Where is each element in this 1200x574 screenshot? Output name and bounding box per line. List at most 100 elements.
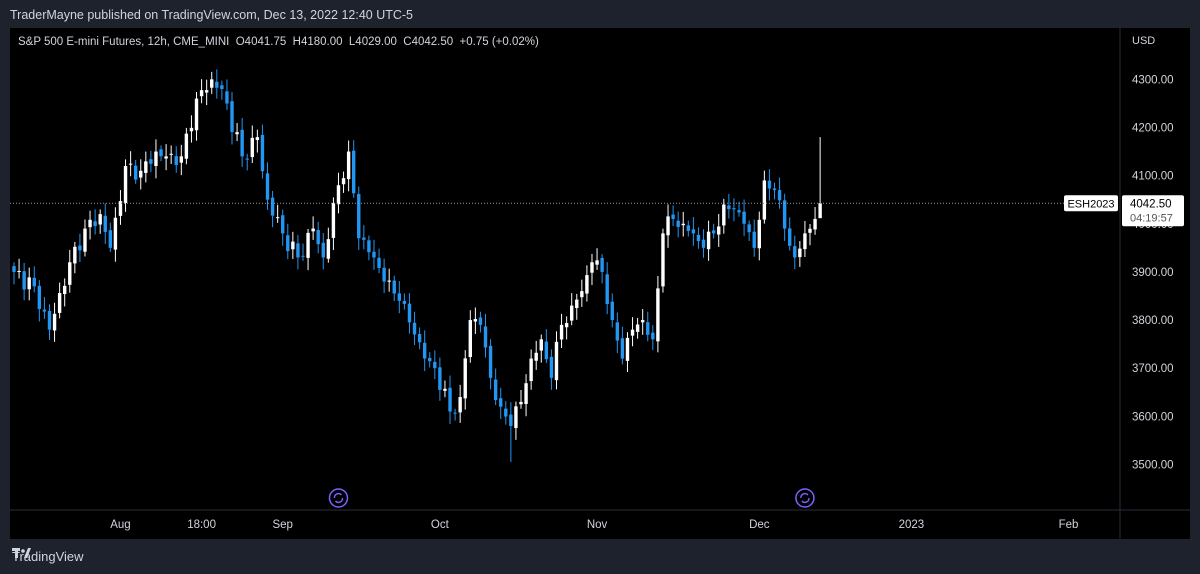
candle-body xyxy=(382,267,386,282)
candle-body xyxy=(402,300,407,304)
candle-body xyxy=(169,153,173,155)
candle-body xyxy=(762,180,767,220)
candle-body xyxy=(737,210,741,213)
candle-body xyxy=(483,326,488,348)
candle-body xyxy=(711,230,716,234)
candle-body xyxy=(93,221,97,227)
bar-countdown: 04:19:57 xyxy=(1130,212,1173,224)
candle-body xyxy=(529,358,533,382)
candle-body xyxy=(32,277,36,287)
candle-body xyxy=(504,408,508,417)
candle-body xyxy=(301,255,305,257)
candle-body xyxy=(519,401,523,405)
chart-pane[interactable]: USD4300.004200.004100.004000.003900.0038… xyxy=(10,28,1190,539)
y-tick-label: 4300.00 xyxy=(1132,74,1174,86)
candle-body xyxy=(615,322,620,341)
candle-body xyxy=(357,194,361,239)
candle-body xyxy=(27,277,31,290)
candle-body xyxy=(671,214,675,219)
candle-body xyxy=(210,79,214,88)
candle-body xyxy=(808,228,812,233)
published-header: TraderMayne published on TradingView.com… xyxy=(10,8,414,22)
candle-body xyxy=(387,280,391,282)
candle-body xyxy=(514,406,518,428)
candle-body xyxy=(590,262,594,273)
candlestick-chart[interactable]: USD4300.004200.004100.004000.003900.0038… xyxy=(10,28,1190,539)
event-marker-arrow xyxy=(334,497,344,504)
candle-body xyxy=(646,322,650,335)
event-marker-arrow xyxy=(800,492,809,499)
candle-body xyxy=(108,230,113,248)
candle-body xyxy=(686,225,691,231)
candle-body xyxy=(113,217,118,250)
x-tick-label: 18:00 xyxy=(187,519,216,531)
candle-body xyxy=(767,180,772,189)
candle-body xyxy=(240,129,244,157)
symbol-price-tag xyxy=(1064,195,1118,212)
candle-body xyxy=(473,318,478,322)
candle-body xyxy=(326,239,331,259)
candle-body xyxy=(651,332,655,340)
candle-body xyxy=(701,239,706,248)
candle-body xyxy=(570,305,574,321)
candle-body xyxy=(661,233,665,287)
footer-brand: TradingView xyxy=(12,548,84,564)
candle-body xyxy=(270,197,275,216)
candle-body xyxy=(291,241,295,250)
candle-body xyxy=(255,137,260,141)
last-price-value: 4042.50 xyxy=(1130,198,1172,210)
candle-body xyxy=(377,257,381,269)
candle-body xyxy=(306,232,310,258)
candle-body xyxy=(144,161,148,173)
candle-body xyxy=(605,274,609,305)
candle-body xyxy=(275,217,280,219)
candle-body xyxy=(575,299,579,309)
event-marker-icon[interactable] xyxy=(328,488,349,508)
candle-body xyxy=(351,150,356,194)
symbol-tag-label: ESH2023 xyxy=(1067,198,1114,210)
candle-body xyxy=(681,223,685,226)
candle-body xyxy=(772,188,777,191)
candle-body xyxy=(463,358,467,399)
candle-body xyxy=(22,271,26,290)
candle-body xyxy=(722,204,726,226)
candle-body xyxy=(732,208,736,210)
y-tick-label: 3900.00 xyxy=(1132,267,1174,279)
candle-body xyxy=(83,228,87,252)
candle-body xyxy=(422,342,427,359)
candle-body xyxy=(793,246,797,258)
candle-body xyxy=(220,85,224,89)
candle-body xyxy=(595,260,599,265)
symbol-legend: S&P 500 E-mini Futures, 12h, CME_MINI O4… xyxy=(18,36,539,48)
candle-body xyxy=(179,156,184,163)
candle-body xyxy=(230,101,234,132)
x-tick-label: Feb xyxy=(1059,519,1079,531)
candle-body xyxy=(265,173,270,200)
candle-body xyxy=(534,352,538,361)
x-tick-label: Sep xyxy=(272,519,292,531)
currency-label: USD xyxy=(1132,35,1155,47)
candle-body xyxy=(433,361,437,369)
candle-body xyxy=(493,379,498,401)
candle-body xyxy=(559,324,564,340)
candle-body xyxy=(189,127,194,132)
candle-body xyxy=(341,178,346,185)
legend-symbol: S&P 500 E-mini Futures, 12h, CME_MINI xyxy=(18,36,230,48)
candle-body xyxy=(17,270,21,272)
candle-body xyxy=(717,226,721,235)
candle-body xyxy=(57,293,62,313)
candle-body xyxy=(63,285,67,295)
candle-body xyxy=(336,185,341,205)
candle-body xyxy=(640,320,645,323)
candle-body xyxy=(164,156,168,159)
x-tick-label: Dec xyxy=(749,519,770,531)
candle-body xyxy=(742,211,746,224)
event-marker-icon[interactable] xyxy=(795,488,815,508)
candle-body xyxy=(438,367,442,390)
candle-body xyxy=(691,229,696,234)
candle-body xyxy=(752,231,756,248)
candle-body xyxy=(296,243,300,258)
candle-body xyxy=(123,165,128,204)
candle-body xyxy=(331,203,336,238)
y-tick-label: 3800.00 xyxy=(1132,315,1174,327)
